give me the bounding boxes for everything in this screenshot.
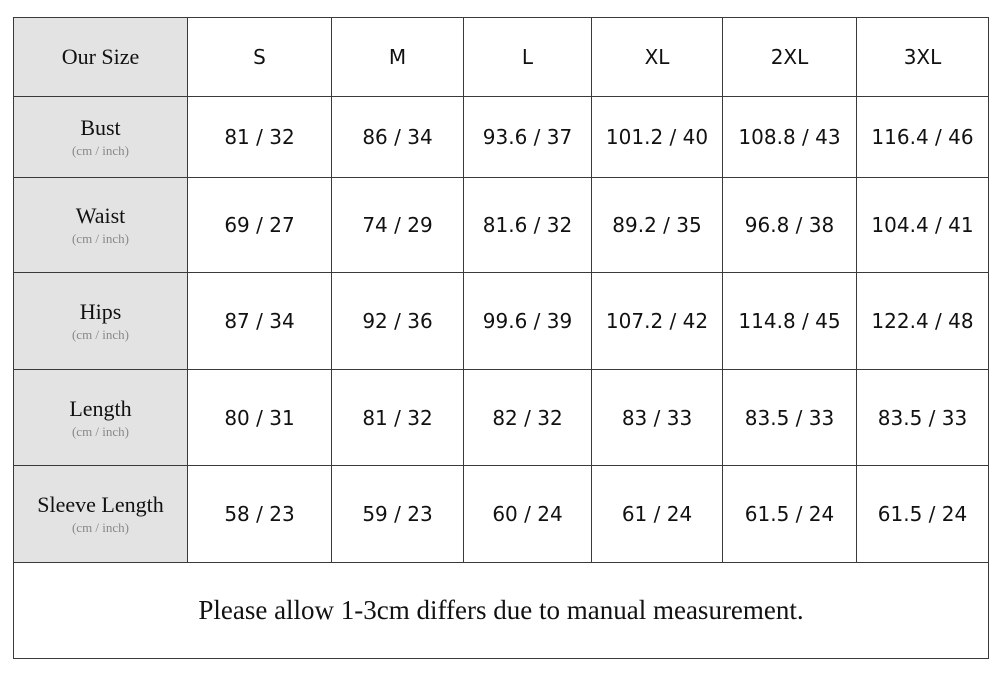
value-cell: 87 / 34 [187,272,332,370]
value-cell: 108.8 / 43 [722,96,857,178]
value-cell: 104.4 / 41 [856,177,989,273]
unit-text: (cm / inch) [71,327,130,342]
label-text: Waist [75,203,126,228]
value-cell: 58 / 23 [187,465,332,563]
value-cell: 101.2 / 40 [591,96,723,178]
header-label: Our Size [13,17,188,97]
note: Please allow 1-3cm differs due to manual… [13,562,989,659]
unit-text: (cm / inch) [71,231,130,246]
value-cell: 86 / 34 [331,96,464,178]
size-header: L [463,17,592,97]
note-row: Please allow 1-3cm differs due to manual… [13,562,989,659]
value-cell: 122.4 / 48 [856,272,989,370]
value-cell: 107.2 / 42 [591,272,723,370]
value-cell: 114.8 / 45 [722,272,857,370]
header-text: Our Size [61,44,140,69]
value-cell: 59 / 23 [331,465,464,563]
measure-row: Bust (cm / inch) 81 / 32 86 / 34 93.6 / 37 10… [13,96,989,178]
label-text: Bust [80,115,121,140]
value-cell: 89.2 / 35 [591,177,723,273]
value-cell: 92 / 36 [331,272,464,370]
size-header: 2XL [722,17,857,97]
measure-row: Length (cm / inch) 80 / 31 81 / 32 82 / 32 83… [13,369,989,466]
value-cell: 99.6 / 39 [463,272,592,370]
label-text: Hips [79,299,122,324]
label-text: Sleeve Length [37,492,164,517]
value-cell: 74 / 29 [331,177,464,273]
value-cell: 61.5 / 24 [722,465,857,563]
value-cell: 83.5 / 33 [722,369,857,466]
value-cell: 69 / 27 [187,177,332,273]
size-header: M [331,17,464,97]
size-header: XL [591,17,723,97]
unit-text: (cm / inch) [71,520,130,535]
row-label: Sleeve Length (cm / inch) [13,465,188,563]
measure-row: Sleeve Length (cm / inch) 58 / 23 59 / 23 60… [13,465,989,563]
value-cell: 83 / 33 [591,369,723,466]
value-cell: 83.5 / 33 [856,369,989,466]
measure-row: Waist (cm / inch) 69 / 27 74 / 29 81.6 / 32 8… [13,177,989,273]
value-cell: 81 / 32 [331,369,464,466]
value-cell: 81 / 32 [187,96,332,178]
size-header: 3XL [856,17,989,97]
unit-text: (cm / inch) [71,143,130,158]
size-table: Our Size S M L XL 2XL 3XL Bust (cm / inch) 81 / 3… [13,17,989,659]
row-label: Length (cm / inch) [13,369,188,466]
unit-text: (cm / inch) [71,423,130,439]
value-cell: 93.6 / 37 [463,96,592,178]
value-cell: 96.8 / 38 [722,177,857,273]
measure-row: Hips (cm / inch) 87 / 34 92 / 36 99.6 / 39 10… [13,272,989,370]
value-cell: 80 / 31 [187,369,332,466]
row-label: Bust (cm / inch) [13,96,188,178]
row-label: Waist (cm / inch) [13,177,188,273]
value-cell: 82 / 32 [463,369,592,466]
header-row: Our Size S M L XL 2XL 3XL [13,17,989,97]
value-cell: 116.4 / 46 [856,96,989,178]
row-label: Hips (cm / inch) [13,272,188,370]
value-cell: 81.6 / 32 [463,177,592,273]
value-cell: 61 / 24 [591,465,723,563]
size-header: S [187,17,332,97]
value-cell: 60 / 24 [463,465,592,563]
value-cell: 61.5 / 24 [856,465,989,563]
label-text: Length [69,395,132,421]
